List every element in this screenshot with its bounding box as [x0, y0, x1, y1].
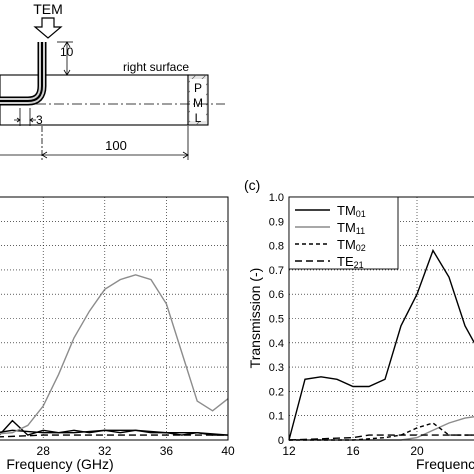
- panel-label-c: (c): [244, 177, 260, 193]
- x-tick-label: 36: [160, 444, 174, 458]
- right-ticks: 1216202400.10.20.30.40.50.60.70.80.91.0: [269, 192, 424, 458]
- y-tick-label: 0.7: [269, 265, 284, 277]
- coax-inner: [0, 42, 43, 102]
- series-line-tm01: [288, 248, 474, 441]
- pml-letter-m: M: [193, 96, 203, 110]
- legend-label: TE21: [337, 254, 364, 270]
- left-x-axis-label: Frequency (GHz): [6, 456, 113, 472]
- right-surface-label: right surface: [123, 60, 189, 74]
- chart-right: (c) 1216202400.10.20.30.40.50.60.70.80.9…: [244, 177, 474, 472]
- y-tick-label: 0.4: [269, 338, 284, 350]
- x-tick-label: 20: [410, 444, 424, 458]
- series-line-te21: [288, 434, 474, 441]
- x-tick-label: 16: [346, 444, 360, 458]
- y-tick-label: 0.5: [269, 314, 284, 326]
- x-tick-label: 28: [37, 444, 51, 458]
- coax-outer: [0, 42, 47, 106]
- y-tick-label: 0.1: [269, 411, 284, 423]
- legend-box: [288, 196, 399, 270]
- x-tick-label: 32: [98, 444, 112, 458]
- y-tick-label: 0.6: [269, 289, 284, 301]
- pml-letter-l: L: [195, 111, 202, 125]
- y-tick-label: 0.2: [269, 386, 284, 398]
- y-tick-label: 0.9: [269, 216, 284, 228]
- series-line-2: [0, 274, 229, 435]
- left-grid: [0, 197, 229, 440]
- y-tick-label: 0.8: [269, 241, 284, 253]
- waveguide-diagram: TEM P M L 10 right surface 3: [0, 1, 225, 160]
- series-line-0: [0, 429, 229, 436]
- legend-label: TM11: [337, 220, 365, 236]
- dim-3-label: 3: [36, 113, 43, 127]
- left-ticks: 2428323640: [37, 444, 235, 458]
- tem-label: TEM: [33, 1, 63, 17]
- series-line-tm02: [289, 422, 474, 441]
- y-tick-label: 0.3: [269, 362, 284, 374]
- y-tick-label: 1.0: [269, 192, 284, 204]
- right-y-axis-label: Transmission (-): [247, 268, 263, 369]
- dim-10-label: 10: [60, 45, 74, 59]
- series-line-3: [0, 434, 228, 438]
- legend-label: TM02: [337, 237, 366, 253]
- left-plot-frame: [0, 196, 229, 441]
- x-tick-label: 12: [282, 444, 296, 458]
- x-tick-label: 40: [221, 444, 235, 458]
- dim-100-label: 100: [105, 138, 127, 153]
- right-x-axis-label: Frequency: [416, 456, 474, 472]
- tem-arrow-icon: [33, 17, 63, 39]
- left-series: [0, 274, 229, 438]
- pml-letter-p: P: [194, 81, 202, 95]
- chart-left: 2428323640 Frequency (GHz): [0, 196, 235, 472]
- right-series: [288, 248, 474, 441]
- coax-gap: [0, 42, 45, 104]
- legend-label: TM01: [337, 203, 366, 219]
- y-tick-label: 0: [278, 435, 284, 447]
